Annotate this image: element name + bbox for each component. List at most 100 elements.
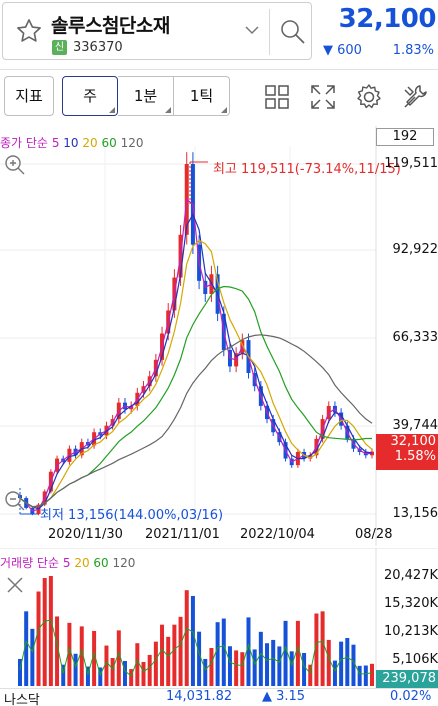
y-tick-5: 13,156 [392,506,438,521]
volume-bar [234,650,239,686]
ma120-line [19,334,373,508]
x-tick-2: 2021/11/01 [145,527,220,542]
period-1min-button[interactable]: 1분 [118,76,174,116]
volume-bar [61,664,66,686]
chevron-down-icon[interactable] [243,23,261,37]
ma-legend[interactable]: 종가 단순 5 10 20 60 120 [0,134,144,151]
volume-bar [258,631,263,686]
tools-wrench-icon[interactable] [400,82,430,112]
volume-bar [166,636,171,686]
low-price-label: 최저 13,156(144.00%,03/16) [40,508,224,523]
stock-selector[interactable]: 솔루스첨단소재 신 336370 [2,2,312,60]
volume-legend[interactable]: 거래량 단순 5 20 60 120 [0,554,135,571]
volume-bar [326,639,331,686]
volume-ma-line [19,619,373,677]
settings-gear-icon[interactable] [354,82,384,112]
y-tick-2: 92,922 [392,242,438,257]
volume-bar [252,649,257,686]
volume-bar [116,630,121,686]
volume-bar [277,646,282,686]
stock-header: 솔루스첨단소재 신 336370 32,100 ▼ 600 1.83% [0,0,438,68]
ma-legend-label: 종가 단순 [0,136,48,150]
fullscreen-icon[interactable] [308,82,338,112]
ma120-legend: 120 [120,136,144,150]
vol-y-tick-1: 20,427K [383,568,438,583]
layout-grid-icon[interactable] [262,82,292,112]
volume-bar [289,651,294,686]
volume-bar [24,611,29,686]
volume-bar [295,620,300,686]
volume-bar [135,643,140,686]
volume-bar [160,624,165,686]
stock-code: 336370 [73,40,123,55]
favorite-star-icon[interactable] [15,17,43,45]
market-ticker-bar[interactable]: 나스닥 14,031.82 ▲ 3.15 0.02% [0,688,438,706]
vol-y-tick-2: 15,320K [383,596,438,611]
volume-bar [141,662,146,686]
period-1tick-button[interactable]: 1틱 [174,76,230,116]
market-name: 나스닥 [4,693,40,706]
x-tick-1: 2020/11/30 [48,527,123,542]
current-price-tag-value: 32,100 [390,434,437,449]
volume-bar [73,653,78,686]
chart-count-box[interactable]: 192 [376,128,434,146]
volume-bar [271,639,276,686]
close-icon[interactable] [6,576,24,594]
dropdown-corner-icon [165,107,171,113]
volume-bar [129,669,134,686]
price-change: ▼ 600 [323,43,362,58]
current-price-tag: 32,100 1.58% [376,434,438,470]
vol-y-tick-4: 5,106K [392,652,438,667]
ma10-line [19,213,373,510]
volume-ma60-legend: 60 [93,556,109,570]
volume-bar [110,658,115,686]
volume-bar [320,611,325,686]
volume-bar [122,660,127,686]
volume-bars [18,576,374,686]
zoom-out-icon[interactable] [4,490,26,512]
volume-bar [339,641,344,686]
volume-bar [283,620,288,686]
zoom-in-icon[interactable] [4,154,26,176]
dropdown-corner-icon [109,107,115,113]
new-listing-badge: 신 [52,40,67,55]
current-price: 32,100 [338,4,437,34]
volume-chart[interactable]: 거래량 단순 5 20 60 120 20,427K 15,320K 10,21… [0,548,438,688]
volume-bar [30,628,35,686]
volume-chart-svg [0,548,438,688]
candle-body [370,451,374,456]
y-tick-4: 39,744 [392,418,438,433]
volume-bar [172,624,177,686]
dropdown-corner-icon [221,107,227,113]
divider [0,69,438,70]
period-1min-label: 1분 [133,87,158,105]
price-chart[interactable]: 종가 단순 5 10 20 60 120 192 최고 119,511(-73.… [0,126,438,546]
search-icon[interactable] [278,17,308,47]
current-volume-tag: 239,078 [376,670,438,688]
y-tick-1: 119,511 [384,156,438,171]
chart-toolbar: 지표 주 1분 1틱 [0,70,438,126]
volume-bar [308,664,313,686]
indicator-button[interactable]: 지표 [4,76,54,116]
volume-bar [302,653,307,686]
volume-bar [184,590,189,686]
ma5-line [19,198,373,512]
volume-bar [42,578,47,686]
volume-bar [227,646,232,686]
ma10-legend: 10 [63,136,79,150]
vol-y-tick-3: 10,213K [383,624,438,639]
price-change-pct: 1.83% [392,43,434,58]
volume-ma120-legend: 120 [112,556,136,570]
volume-bar [55,616,60,686]
volume-bar [178,616,183,686]
volume-bar [203,658,208,686]
volume-bar [79,626,84,686]
volume-ma20-legend: 20 [74,556,90,570]
volume-bar [246,617,251,686]
period-week-button[interactable]: 주 [62,76,118,116]
current-price-tag-pct: 1.58% [394,449,436,464]
volume-bar [36,591,41,686]
volume-bar [215,622,220,686]
volume-bar [357,665,362,686]
volume-bar [48,576,53,686]
